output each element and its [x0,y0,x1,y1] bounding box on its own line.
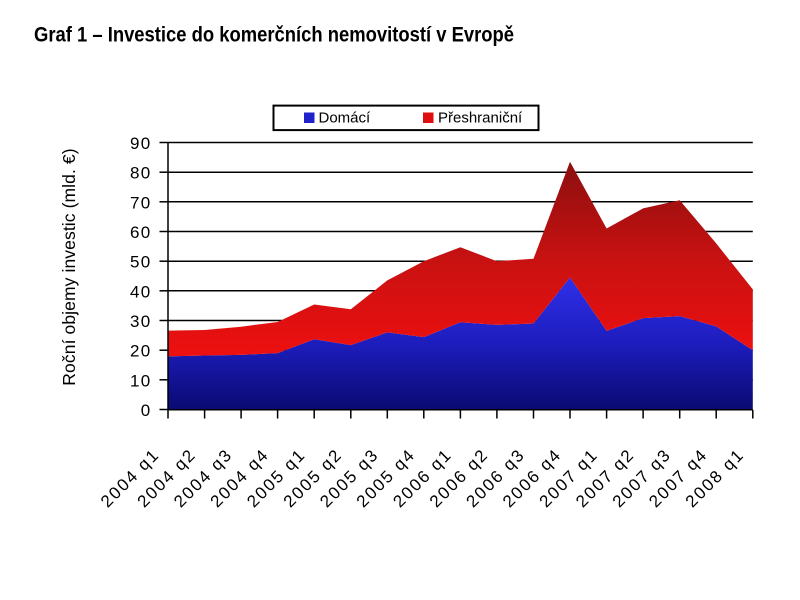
svg-text:10: 10 [130,371,152,390]
svg-text:50: 50 [130,253,152,272]
svg-text:30: 30 [130,312,152,331]
svg-text:0: 0 [141,401,152,420]
svg-text:90: 90 [130,134,152,153]
svg-text:Přeshraniční: Přeshraniční [438,110,523,127]
svg-text:Roční objemy investic (mld. €): Roční objemy investic (mld. €) [59,148,79,385]
svg-text:20: 20 [130,342,152,361]
svg-text:80: 80 [130,164,152,183]
svg-text:40: 40 [130,282,152,301]
svg-text:60: 60 [130,223,152,242]
svg-text:Domácí: Domácí [319,110,372,127]
svg-text:70: 70 [130,193,152,212]
svg-text:Graf 1 – Investice do komerční: Graf 1 – Investice do komerčních nemovit… [34,24,514,47]
